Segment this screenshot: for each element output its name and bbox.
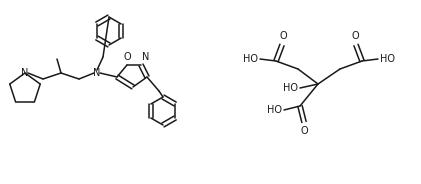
Text: HO: HO xyxy=(380,54,395,64)
Text: HO: HO xyxy=(267,105,282,115)
Text: O: O xyxy=(300,126,308,136)
Text: N: N xyxy=(93,68,101,78)
Text: N: N xyxy=(142,52,149,62)
Text: N: N xyxy=(21,68,29,78)
Text: O: O xyxy=(279,31,287,41)
Text: HO: HO xyxy=(243,54,258,64)
Text: HO: HO xyxy=(283,83,298,93)
Text: O: O xyxy=(123,52,131,62)
Text: O: O xyxy=(351,31,359,41)
